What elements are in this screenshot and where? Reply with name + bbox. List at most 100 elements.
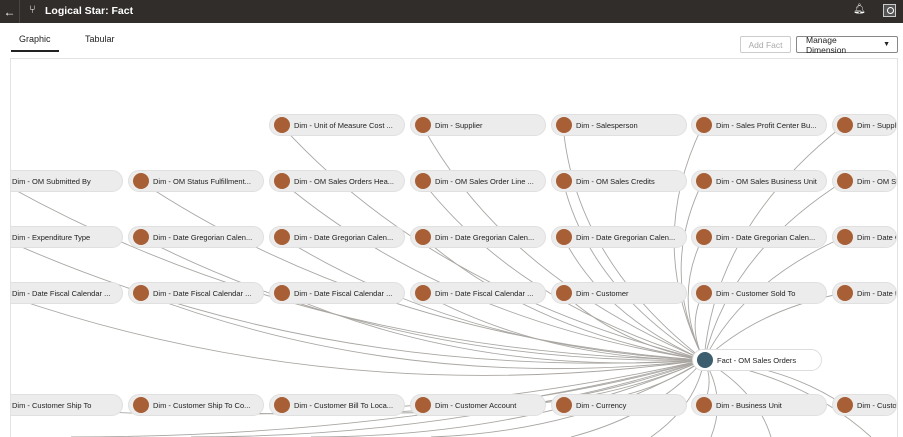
dimension-node[interactable]: Dim - Date Fiscal Calendar ... bbox=[269, 282, 405, 304]
fact-node[interactable]: Fact - OM Sales Orders bbox=[692, 349, 822, 371]
dimension-icon bbox=[696, 397, 712, 413]
dimension-label: Dim - Customer Sold To bbox=[716, 289, 796, 298]
dimension-node[interactable]: Dim - OM Status Fulfillment... bbox=[128, 170, 264, 192]
dimension-icon bbox=[696, 285, 712, 301]
dimension-node[interactable]: Dim - Supplie bbox=[832, 114, 897, 136]
dimension-label: Dim - Date Fis bbox=[857, 289, 896, 298]
dimension-node[interactable]: Dim - Date Gregorian Calen... bbox=[551, 226, 687, 248]
dimension-node[interactable]: Dim - OM Sal bbox=[832, 170, 897, 192]
dimension-icon bbox=[556, 285, 572, 301]
dimension-label: Dim - Date Gregorian Calen... bbox=[435, 233, 535, 242]
edge bbox=[11, 241, 705, 364]
dimension-node[interactable]: Dim - Customer Bill To Loca... bbox=[269, 394, 405, 416]
dimension-label: Dim - Salesperson bbox=[576, 121, 638, 130]
dimension-icon bbox=[415, 285, 431, 301]
dimension-label: Dim - OM Submitted By bbox=[12, 177, 91, 186]
dimension-node[interactable]: Dim - Business Unit bbox=[691, 394, 827, 416]
dimension-icon bbox=[274, 285, 290, 301]
manage-dimension-button[interactable]: Manage Dimension ▼ bbox=[796, 35, 898, 55]
dimension-icon bbox=[415, 229, 431, 245]
dimension-node[interactable]: Dim - Salesperson bbox=[551, 114, 687, 136]
edge bbox=[70, 359, 705, 437]
chevron-down-icon: ▼ bbox=[883, 41, 890, 48]
dimension-label: Dim - OM Status Fulfillment... bbox=[153, 177, 251, 186]
tab-graphic[interactable]: Graphic bbox=[11, 34, 58, 52]
dimension-label: Dim - Date Gregorian Calen... bbox=[716, 233, 816, 242]
edge bbox=[139, 236, 705, 361]
dimension-node[interactable]: Dim - OM Sales Orders Hea... bbox=[269, 170, 405, 192]
dimension-label: Dim - OM Sales Orders Hea... bbox=[294, 177, 395, 186]
edge bbox=[421, 124, 705, 361]
dimension-node[interactable]: Dim - Date Fiscal Calendar ... bbox=[128, 282, 264, 304]
edge bbox=[280, 236, 705, 361]
dimension-node[interactable]: Dim - Date Gregorian Calen... bbox=[410, 226, 546, 248]
dimension-icon bbox=[274, 117, 290, 133]
dimension-node[interactable]: Dim - Customer Sold To bbox=[691, 282, 827, 304]
dimension-node[interactable]: Dim - Supplier bbox=[410, 114, 546, 136]
dimension-node[interactable]: Dim - Customer Ship To Co... bbox=[128, 394, 264, 416]
dimension-node[interactable]: Dim - Sales Profit Center Bu... bbox=[691, 114, 827, 136]
add-fact-button[interactable]: Add Fact bbox=[740, 36, 791, 53]
edge bbox=[421, 236, 705, 361]
dimension-icon bbox=[415, 117, 431, 133]
edge bbox=[310, 359, 705, 437]
dimension-label: Dim - Date Fiscal Calendar ... bbox=[435, 289, 534, 298]
dimension-icon bbox=[133, 397, 149, 413]
edge bbox=[421, 180, 705, 361]
user-avatar-icon[interactable] bbox=[883, 4, 896, 17]
dimension-label: Dim - Date Fiscal Calendar ... bbox=[294, 289, 393, 298]
dimension-node[interactable]: Dim - Date Gregorian Calen... bbox=[128, 226, 264, 248]
fact-icon bbox=[697, 352, 713, 368]
dimension-icon bbox=[837, 397, 853, 413]
dimension-node[interactable]: Dim - Customer Account bbox=[410, 394, 546, 416]
dimension-node[interactable]: Dim - Custom bbox=[832, 394, 897, 416]
dimension-icon bbox=[415, 173, 431, 189]
dimension-node[interactable]: Dim - Customer bbox=[551, 282, 687, 304]
dimension-icon bbox=[133, 229, 149, 245]
edge bbox=[190, 359, 705, 437]
bell-icon[interactable]: 🔔︎ bbox=[853, 4, 866, 15]
dimension-node[interactable]: Dim - Date Gr bbox=[832, 226, 897, 248]
dimension-node[interactable]: Dim - Date Fis bbox=[832, 282, 897, 304]
edge bbox=[680, 180, 705, 361]
dimension-icon bbox=[837, 117, 853, 133]
dimension-icon bbox=[133, 173, 149, 189]
dimension-icon bbox=[274, 173, 290, 189]
tab-tabular[interactable]: Tabular bbox=[85, 34, 115, 44]
dimension-label: Dim - Date Gr bbox=[857, 233, 896, 242]
dimension-node[interactable]: Dim - Customer Ship To bbox=[11, 394, 123, 416]
edge bbox=[139, 292, 705, 370]
dimension-node[interactable]: Dim - Date Fiscal Calendar ... bbox=[410, 282, 546, 304]
dimension-node[interactable]: Dim - OM Sales Credits bbox=[551, 170, 687, 192]
fact-label: Fact - OM Sales Orders bbox=[717, 356, 797, 365]
dimension-icon bbox=[837, 285, 853, 301]
dimension-icon bbox=[837, 173, 853, 189]
dimension-icon bbox=[696, 117, 712, 133]
dimension-icon bbox=[837, 229, 853, 245]
dimension-node[interactable]: Dim - Date Gregorian Calen... bbox=[269, 226, 405, 248]
dimension-node[interactable]: Dim - Unit of Measure Cost ... bbox=[269, 114, 405, 136]
dimension-node[interactable]: Dim - OM Submitted By bbox=[11, 170, 123, 192]
top-bar: ← ⑂ Logical Star: Fact 🔔︎ bbox=[0, 0, 903, 23]
dimension-label: Dim - Currency bbox=[576, 401, 627, 410]
dimension-node[interactable]: Dim - Currency bbox=[551, 394, 687, 416]
dimension-label: Dim - Customer Account bbox=[435, 401, 517, 410]
dimension-label: Dim - Custom bbox=[857, 401, 897, 410]
dimension-label: Dim - Customer bbox=[576, 289, 629, 298]
dimension-node[interactable]: Dim - OM Sales Business Unit bbox=[691, 170, 827, 192]
dimension-icon bbox=[556, 173, 572, 189]
edge bbox=[280, 180, 705, 361]
dimension-label: Dim - Date Fiscal Calendar ... bbox=[153, 289, 252, 298]
dimension-node[interactable]: Dim - OM Sales Order Line ... bbox=[410, 170, 546, 192]
dimension-node[interactable]: Dim - Date Gregorian Calen... bbox=[691, 226, 827, 248]
dimension-label: Dim - Date Gregorian Calen... bbox=[294, 233, 394, 242]
dimension-icon bbox=[415, 397, 431, 413]
edge bbox=[280, 292, 705, 364]
back-button[interactable]: ← bbox=[0, 0, 20, 23]
dimension-node[interactable]: Dim - Date Fiscal Calendar ... bbox=[11, 282, 123, 304]
dimension-node[interactable]: Dim - Expenditure Type bbox=[11, 226, 123, 248]
dimension-label: Dim - Expenditure Type bbox=[12, 233, 91, 242]
edge bbox=[562, 124, 705, 361]
graph-canvas[interactable]: Dim - Unit of Measure Cost ... Dim - Supp… bbox=[10, 58, 898, 437]
dimension-label: Dim - OM Sal bbox=[857, 177, 897, 186]
